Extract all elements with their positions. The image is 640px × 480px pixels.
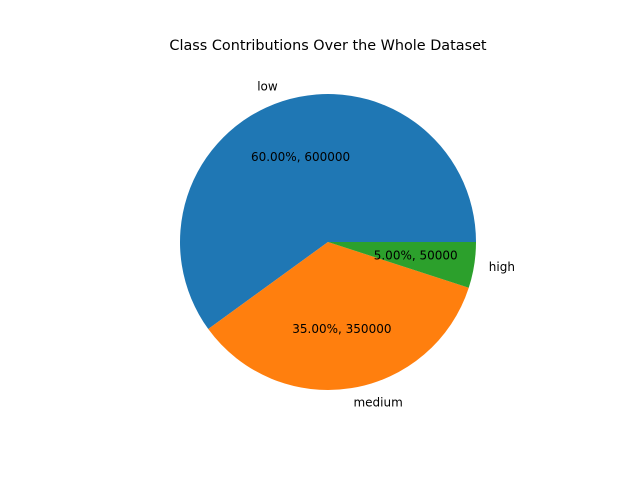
chart-title: Class Contributions Over the Whole Datas… xyxy=(169,38,487,54)
pie-slice-low xyxy=(180,94,477,329)
slice-label-medium: medium xyxy=(353,395,402,409)
pie-slices xyxy=(180,94,477,390)
slice-percent-label-high: 5.00%, 50000 xyxy=(374,248,458,262)
slice-label-low: low xyxy=(257,80,278,94)
pie-labels: low 60.00%, 600000 medium 35.00%, 350000 hig… xyxy=(251,80,515,410)
pie-slice-medium xyxy=(208,242,469,390)
slice-percent-label-low: 60.00%, 600000 xyxy=(251,150,350,164)
slice-label-high: high xyxy=(489,260,515,274)
pie-slice-high xyxy=(328,242,476,288)
slice-percent-label-medium: 35.00%, 350000 xyxy=(292,322,391,336)
